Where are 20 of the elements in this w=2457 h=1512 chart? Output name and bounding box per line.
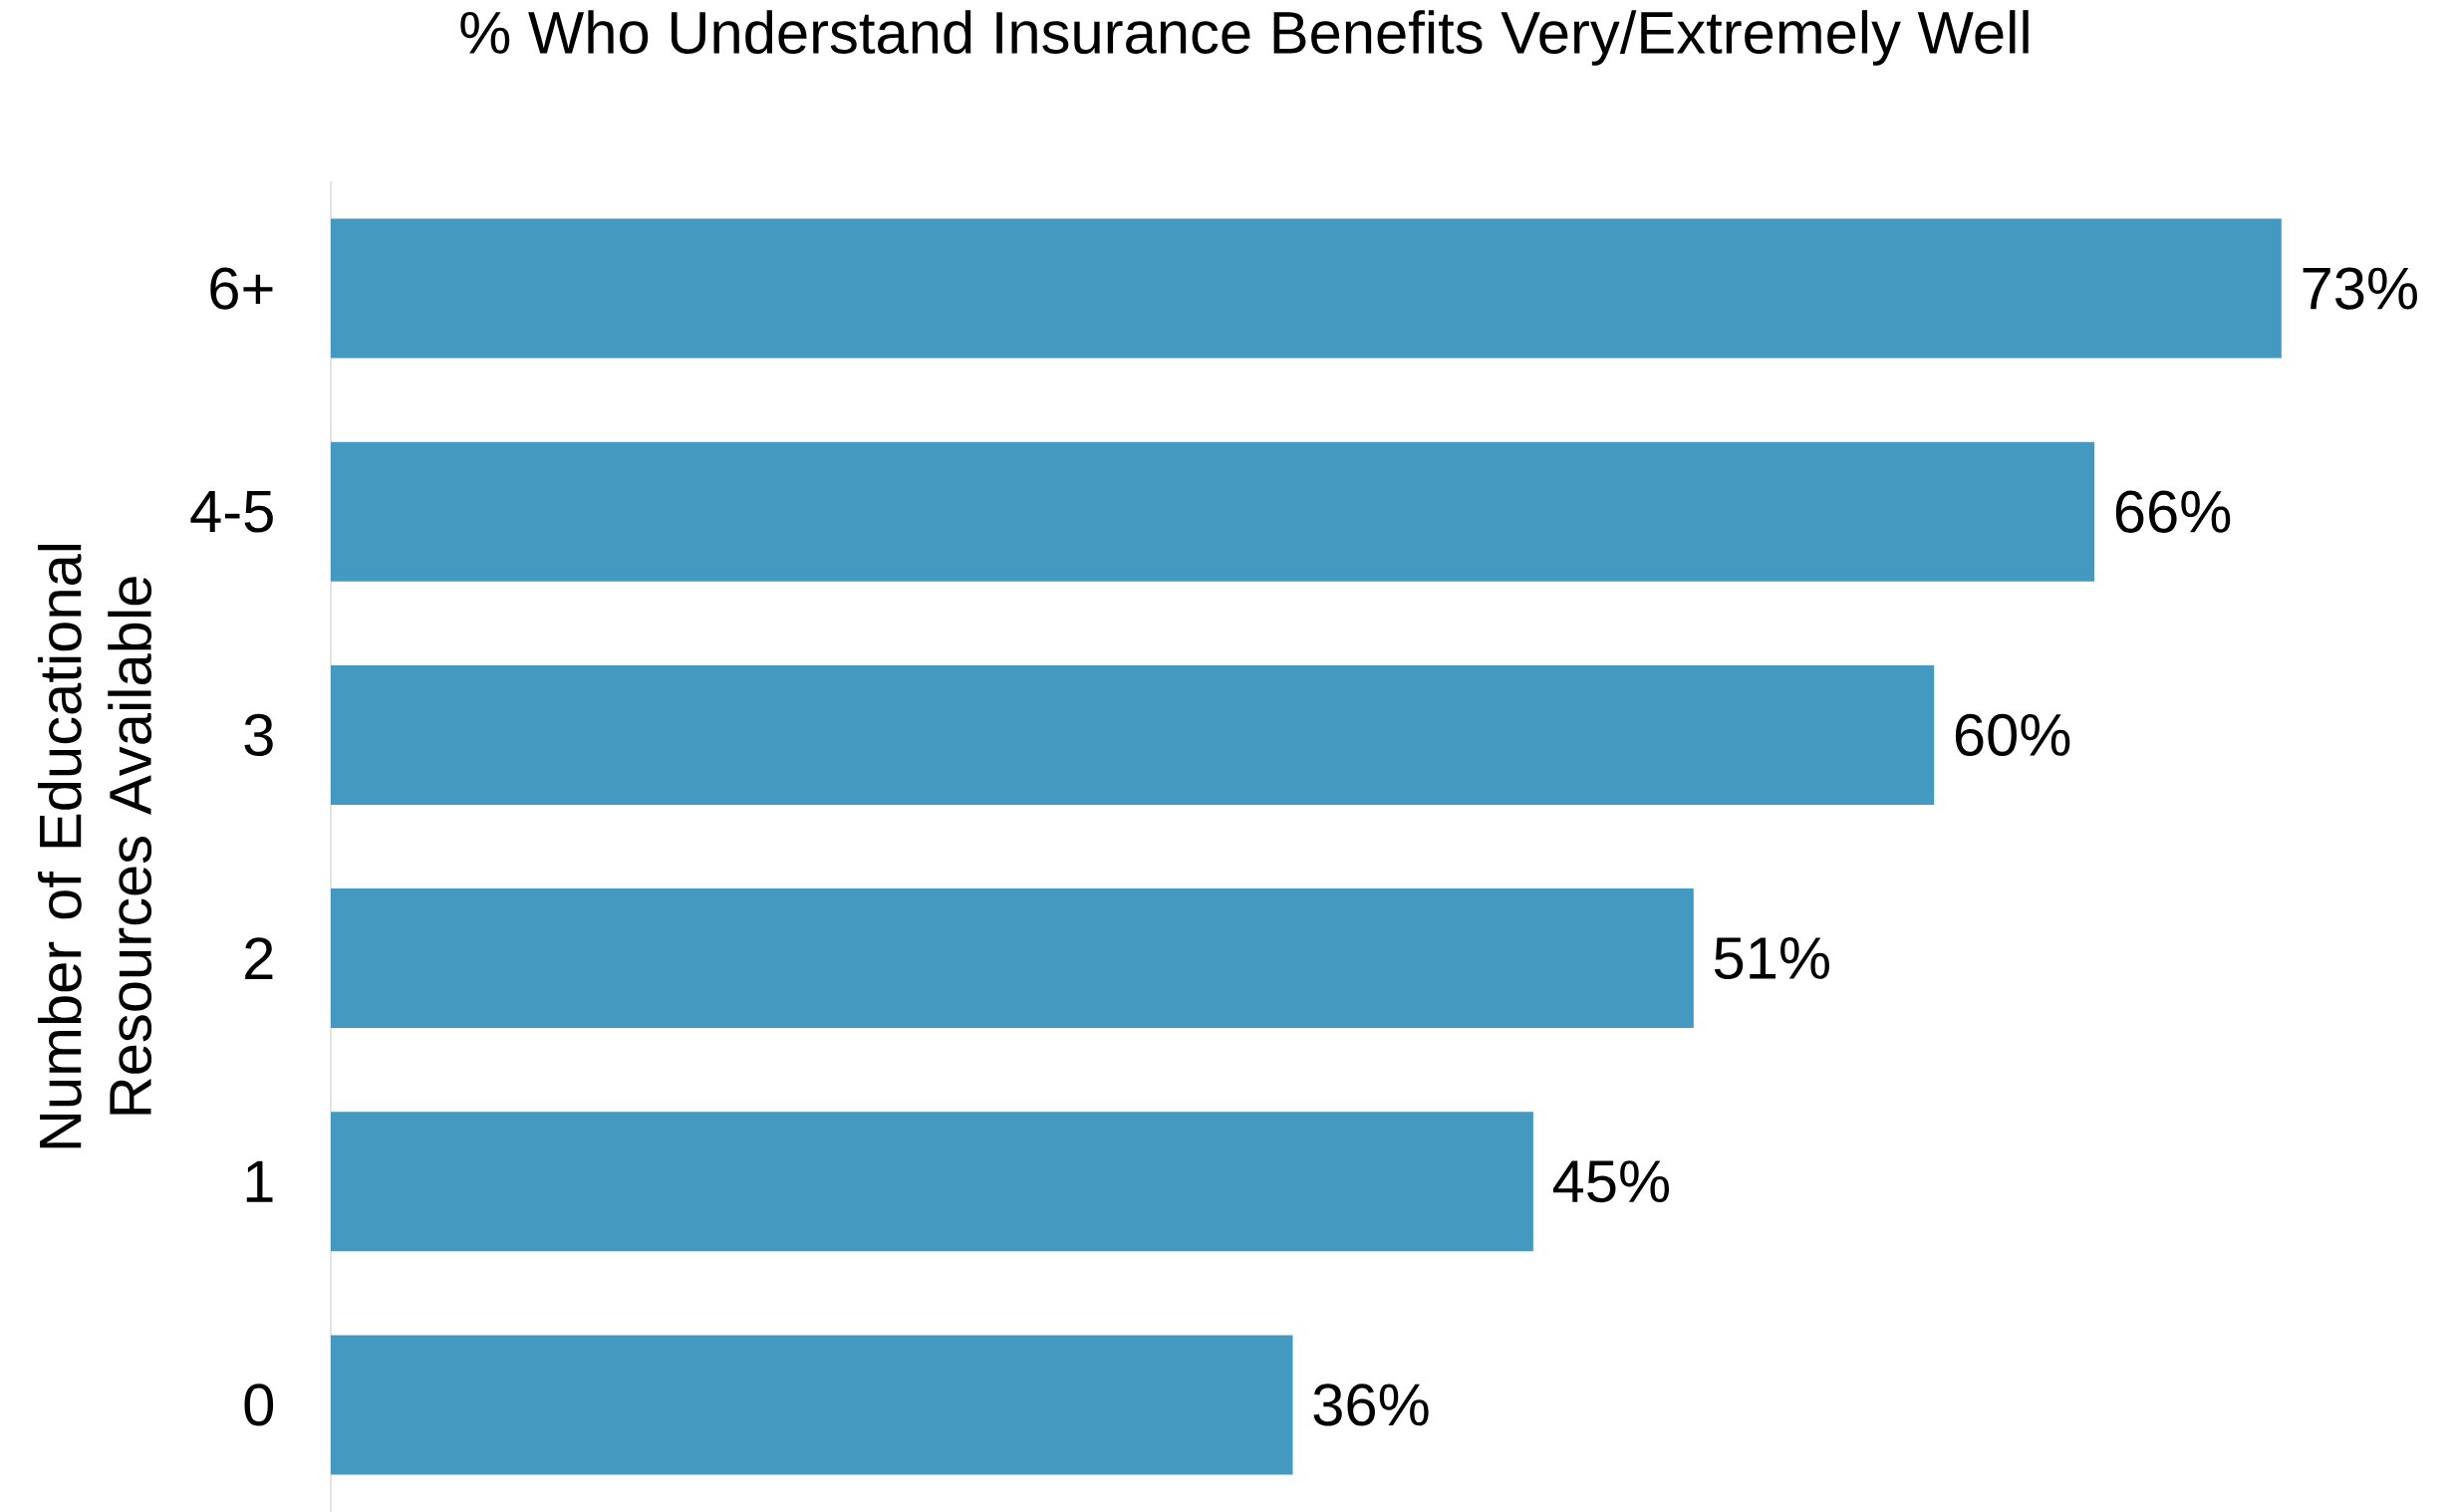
chart-title: % Who Understand Insurance Benefits Very/Extremely Well xyxy=(460,10,2029,66)
y-tick-label: 3 xyxy=(244,713,273,757)
y-axis-title: Number of Educational Resources Available xyxy=(37,544,152,1148)
bar xyxy=(331,888,1694,1029)
y-tick-label: 4-5 xyxy=(190,490,273,533)
y-tick-label: 1 xyxy=(246,1160,273,1202)
data-label: 45% xyxy=(1552,1160,1670,1203)
bar xyxy=(331,1112,1533,1252)
data-label: 51% xyxy=(1714,937,1829,980)
y-tick-label: 2 xyxy=(245,937,273,979)
y-tick-label: 6+ xyxy=(210,267,273,310)
bar xyxy=(331,664,1935,805)
y-tick-label: 0 xyxy=(244,1384,274,1426)
bar xyxy=(331,218,2282,359)
data-label: 73% xyxy=(2303,267,2417,310)
bar xyxy=(331,441,2095,582)
bar xyxy=(331,1335,1293,1475)
data-label: 66% xyxy=(2115,490,2231,533)
data-label: 60% xyxy=(1955,713,2070,757)
data-label: 36% xyxy=(1313,1384,1429,1426)
